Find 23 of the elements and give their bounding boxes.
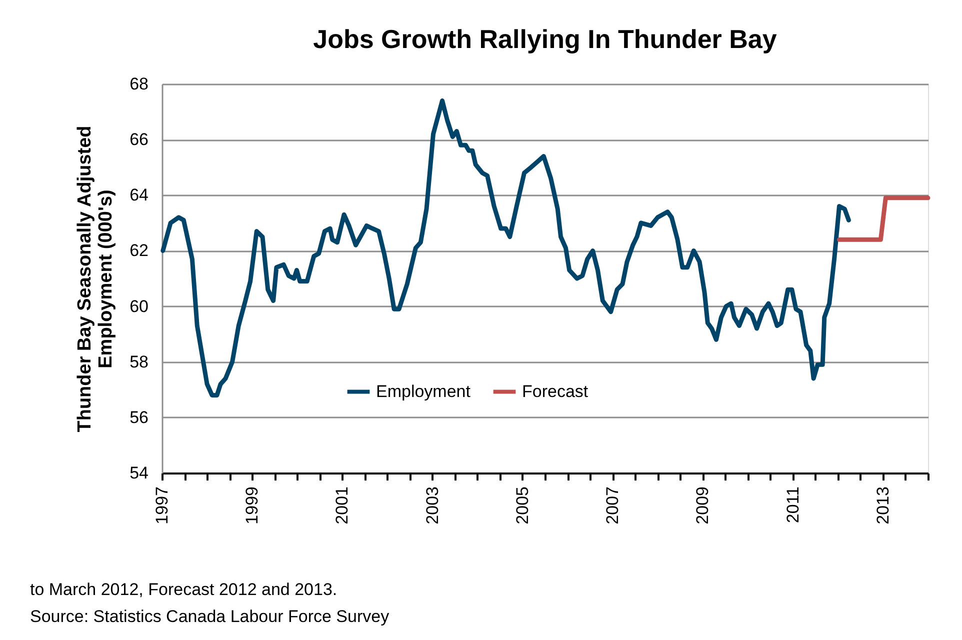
y-tick-label: 54: [130, 464, 148, 482]
y-tick-label: 60: [130, 296, 148, 316]
y-tick-label: 62: [130, 241, 148, 260]
x-tick-label: 2011: [783, 486, 802, 524]
y-tick-label: 68: [130, 74, 148, 94]
y-axis-title: Thunder Bay Seasonally Adjusted Employment (000's): [74, 126, 117, 432]
y-tick-label: 56: [130, 408, 148, 427]
x-tick-label: 1997: [152, 486, 172, 524]
x-tick-label: 2009: [693, 486, 712, 524]
x-tick-label: 2001: [332, 486, 352, 524]
x-tick-label: 2003: [422, 486, 442, 524]
x-tick-label: 2013: [873, 486, 892, 524]
y-tick-label: 64: [130, 186, 148, 205]
text: to March 2012, Forecast 2012 and 2013.: [30, 580, 338, 599]
source-note: Source: Statistics Canada Labour Force Survey: [30, 607, 390, 626]
x-tick-label: 2007: [603, 486, 622, 524]
y-tick-label: 66: [130, 130, 148, 150]
legend-label: Forecast: [522, 382, 588, 401]
x-tick-label: 2005: [512, 486, 532, 524]
chart-title: Jobs Growth Rallying In Thunder Bay: [313, 24, 778, 54]
y-tick-label: 58: [130, 352, 148, 372]
x-tick-label: 1999: [242, 486, 262, 524]
legend-label: Employment: [376, 382, 471, 401]
